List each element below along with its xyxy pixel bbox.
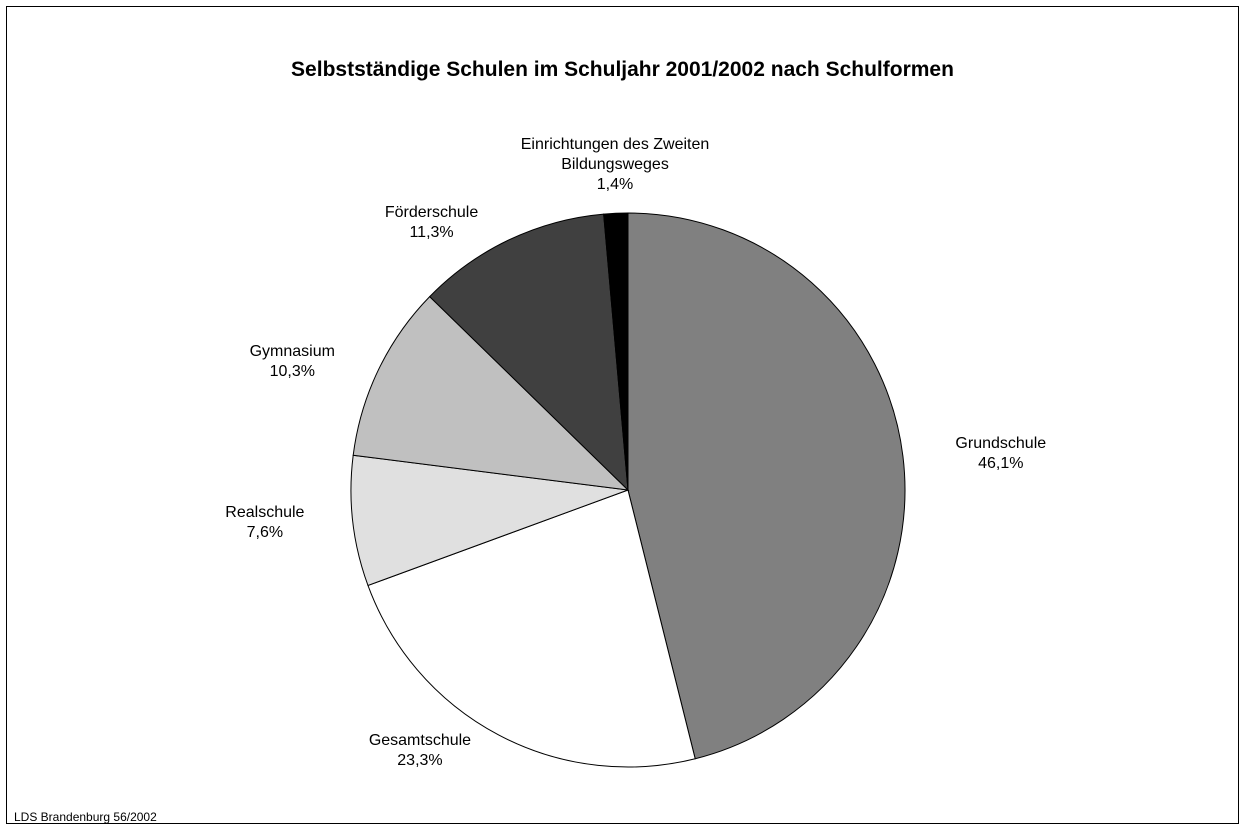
slice-label: Realschule 7,6% (135, 503, 395, 543)
pie-slice (603, 212, 629, 491)
pie-slice (428, 213, 629, 492)
value-label: 23,3% (397, 751, 443, 769)
pie-slice (627, 212, 906, 760)
category-label: Gesamtschule (368, 731, 472, 749)
chart-title: Selbstständige Schulen im Schuljahr 2001… (291, 58, 954, 81)
pie-slice (352, 295, 630, 491)
value-label: 46,1% (978, 454, 1024, 472)
slice-label: Gesamtschule 23,3% (290, 731, 550, 771)
slice-label: Gymnasium 10,3% (162, 342, 422, 382)
pie-slice (367, 489, 696, 768)
slice-label: Grundschule 46,1% (871, 434, 1131, 474)
value-label: 1,4% (596, 176, 634, 194)
category-label: Grundschule (955, 434, 1047, 452)
value-label: 10,3% (269, 362, 315, 380)
category-label: Einrichtungen des Zweiten Bildungsweges (520, 136, 710, 174)
frame (6, 6, 1239, 824)
value-label: 11,3% (409, 224, 454, 242)
value-label: 7,6% (246, 524, 284, 542)
source-note: LDS Brandenburg 56/2002 (14, 810, 157, 824)
slice-label: Förderschule 11,3% (302, 203, 562, 243)
slice-label: Einrichtungen des Zweiten Bildungsweges 1… (485, 135, 745, 195)
category-label: Realschule (225, 504, 305, 522)
pie-slice (350, 454, 629, 587)
category-label: Gymnasium (249, 342, 335, 360)
category-label: Förderschule (384, 204, 479, 222)
